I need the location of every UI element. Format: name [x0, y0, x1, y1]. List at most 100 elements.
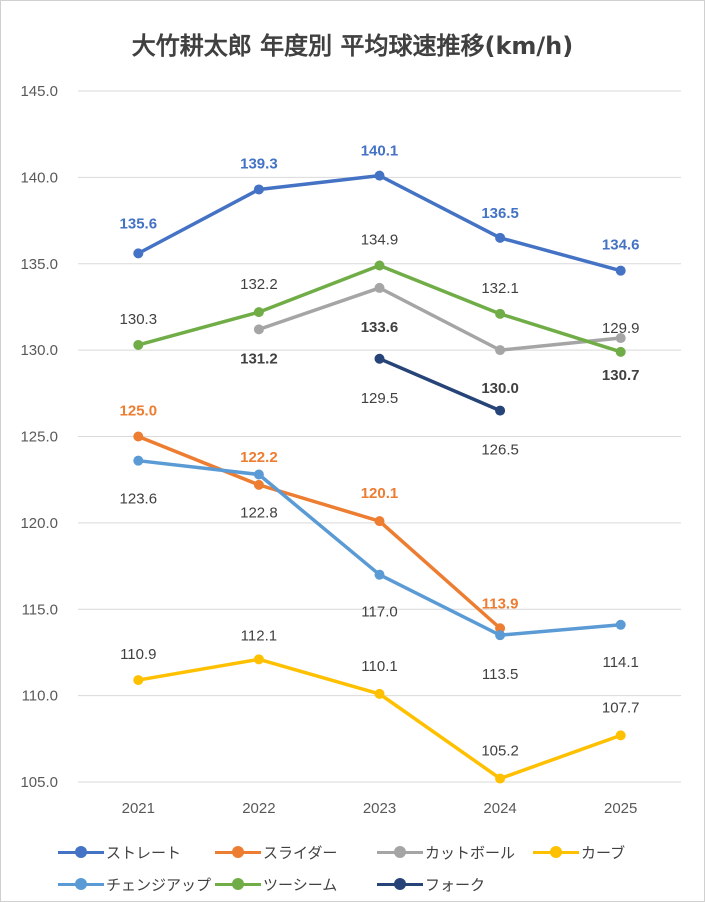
data-label: 125.0: [120, 403, 158, 420]
chart-title: 大竹耕太郎 年度別 平均球速推移(km/h): [131, 32, 574, 60]
y-tick-label: 130.0: [20, 342, 58, 359]
data-label: 130.3: [120, 311, 158, 328]
legend-item: チェンジアップ: [58, 870, 211, 898]
legend-label: ストレート: [106, 843, 182, 862]
x-tick-label: 2021: [122, 800, 155, 817]
data-label: 126.5: [481, 442, 519, 459]
legend-item: ツーシーム: [215, 870, 337, 898]
x-tick-label: 2025: [604, 800, 637, 817]
data-point: [495, 232, 506, 243]
series-line-0: [137, 173, 622, 273]
data-label: 129.9: [602, 320, 640, 337]
data-label: 134.9: [361, 231, 399, 248]
legend-label: ツーシーム: [263, 875, 338, 894]
legend-item: カットボール: [377, 838, 515, 866]
data-label: 114.1: [602, 654, 638, 671]
data-point: [133, 339, 144, 350]
data-point: [374, 260, 385, 271]
data-label: 113.9: [482, 595, 519, 612]
data-label: 140.1: [361, 143, 399, 160]
legend-label: カットボール: [425, 843, 516, 862]
data-point: [615, 265, 626, 276]
data-point: [133, 431, 144, 442]
data-label: 117.0: [361, 604, 397, 621]
legend-item: ストレート: [58, 838, 181, 866]
data-label: 122.8: [240, 505, 278, 522]
legend-label: フォーク: [425, 875, 486, 894]
data-point: [615, 333, 626, 344]
y-tick-label: 125.0: [20, 429, 58, 446]
data-point: [253, 654, 264, 665]
data-point: [253, 469, 264, 480]
data-point: [253, 324, 264, 335]
data-label: 134.6: [602, 237, 640, 254]
legend-label: カーブ: [581, 843, 626, 862]
legend-swatch: [58, 846, 104, 858]
data-label: 132.2: [240, 276, 278, 293]
data-label: 120.1: [361, 485, 399, 502]
data-label: 129.5: [361, 390, 399, 407]
data-label: 113.5: [482, 666, 518, 683]
line-chart: 105.0 110.0 115.0 120.0 125.0 130.0 135.0 140.0…: [20, 83, 681, 817]
data-label: 139.3: [240, 155, 278, 172]
legend-item: フォーク: [377, 870, 485, 898]
legend-item: カーブ: [533, 838, 625, 866]
data-point: [495, 630, 506, 641]
legend-swatch: [215, 878, 261, 890]
x-tick-label: 2023: [363, 800, 396, 817]
series-line-1: [137, 434, 502, 630]
series-line-2: [258, 286, 621, 352]
data-point: [133, 248, 144, 259]
data-point: [495, 623, 506, 634]
y-tick-label: 105.0: [20, 774, 58, 791]
legend-label: チェンジアップ: [106, 875, 212, 894]
y-tick-label: 115.0: [22, 601, 58, 618]
data-label: 130.7: [602, 367, 640, 384]
data-label: 112.1: [241, 627, 277, 644]
legend-swatch: [215, 846, 261, 858]
legend-label: スライダー: [263, 843, 338, 862]
x-tick-label: 2022: [242, 800, 275, 817]
y-tick-label: 140.0: [20, 169, 58, 186]
y-tick-label: 145.0: [20, 83, 58, 100]
legend-swatch: [533, 846, 579, 858]
data-point: [615, 730, 626, 741]
data-point: [133, 675, 144, 686]
data-label: 110.9: [120, 646, 156, 663]
data-label: 132.1: [481, 280, 519, 297]
data-label: 131.2: [240, 350, 278, 367]
data-point: [615, 619, 626, 630]
y-tick-label: 135.0: [20, 256, 58, 273]
data-point: [495, 308, 506, 319]
y-tick-label: 120.0: [20, 515, 58, 532]
data-label: 136.5: [481, 205, 519, 222]
data-label: 122.2: [240, 449, 278, 466]
series-line-3: [138, 657, 622, 781]
data-point: [615, 346, 626, 357]
data-point: [374, 688, 385, 699]
data-label: 105.2: [481, 743, 519, 760]
series-line-5: [137, 263, 622, 354]
y-tick-label: 110.0: [22, 688, 58, 705]
data-point: [133, 455, 144, 466]
data-point: [495, 773, 506, 784]
x-tick-label: 2024: [483, 800, 516, 817]
legend-swatch: [377, 846, 423, 858]
legend-swatch: [377, 878, 423, 890]
data-point: [374, 282, 385, 293]
data-label: 123.6: [120, 491, 158, 508]
series-line-6: [378, 357, 501, 413]
data-point: [253, 184, 264, 195]
legend-swatch: [58, 878, 104, 890]
data-label: 133.6: [361, 319, 399, 336]
data-label: 130.0: [481, 380, 519, 397]
data-label: 135.6: [120, 215, 158, 232]
data-point: [374, 353, 385, 364]
data-point: [253, 307, 264, 318]
legend-item: スライダー: [215, 838, 337, 866]
data-point: [495, 405, 506, 416]
data-point: [374, 170, 385, 181]
data-point: [253, 479, 264, 490]
data-point: [374, 569, 385, 580]
